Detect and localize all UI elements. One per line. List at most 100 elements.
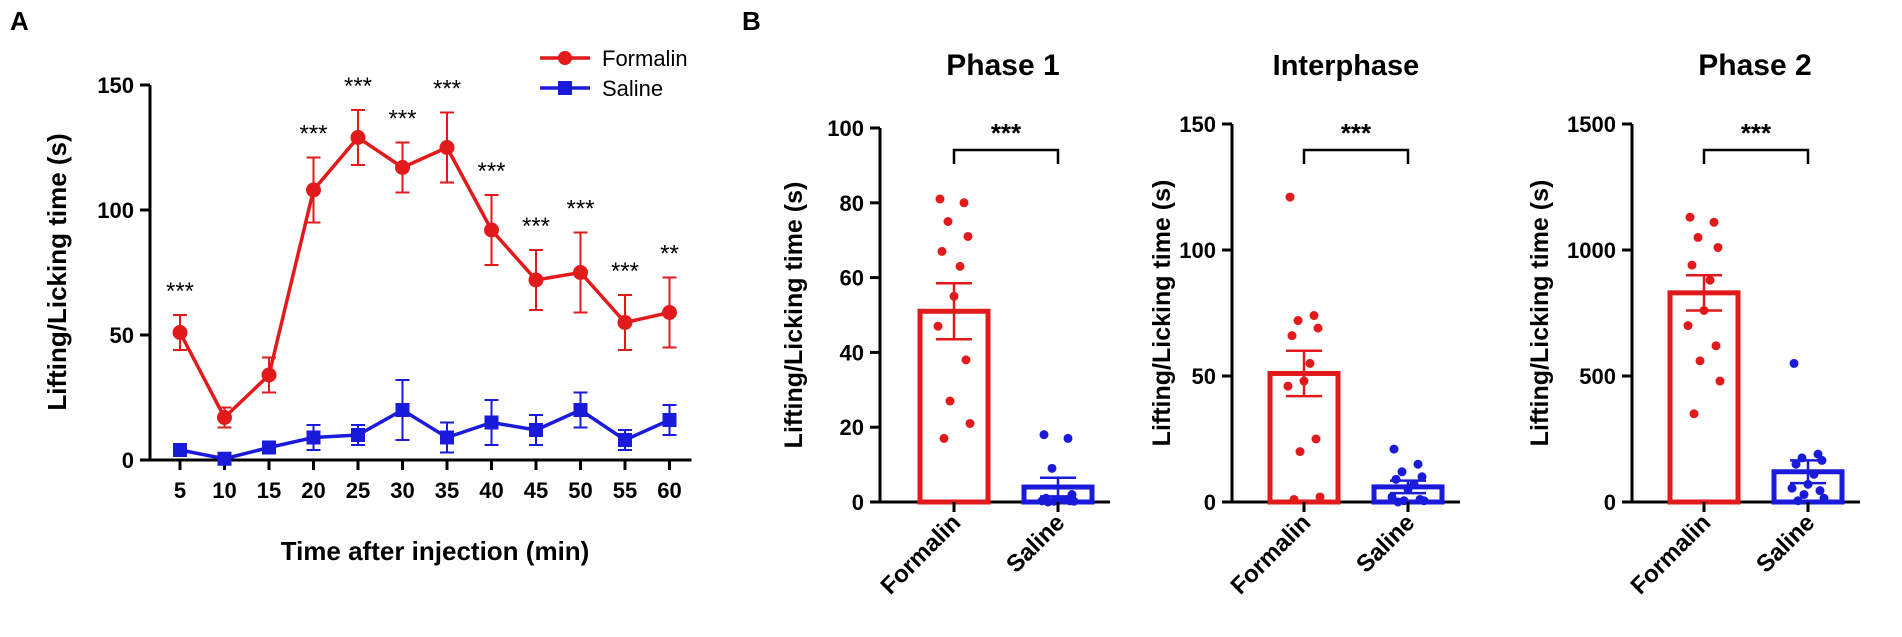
data-point-formalin: [1687, 260, 1697, 270]
panel-b-phase1-chart: 0 20 40 60 80 100 Phase 1 Lifting/Licking time …: [780, 49, 1110, 600]
data-point-formalin: [965, 418, 975, 428]
data-point-formalin: [395, 160, 410, 175]
data-point-formalin: [484, 222, 499, 238]
x-tick-label-saline: Saline: [1751, 509, 1820, 578]
y-tick-label: 60: [840, 266, 864, 291]
legend-label-formalin: Formalin: [602, 46, 688, 71]
data-point-saline: [440, 430, 454, 445]
panel-b-phase2-chart: 0 500 1000 1500 Phase 2 Lifting/Licking time …: [1526, 49, 1860, 600]
data-point-saline: [1809, 469, 1819, 479]
x-tick-label: 60: [657, 478, 681, 503]
data-point-formalin: [1685, 212, 1695, 222]
data-point-saline: [1789, 358, 1799, 368]
y-axis-label: Lifting/Licking time (s): [1148, 180, 1176, 447]
significance-label: ***: [1341, 118, 1372, 148]
y-axis-label: Lifting/Licking time (s): [780, 182, 808, 449]
chart-title: Phase 2: [1698, 49, 1811, 82]
y-tick-label: 100: [97, 198, 134, 223]
data-point-saline: [618, 433, 632, 447]
y-tick-label: 50: [110, 323, 134, 348]
y-tick-label: 500: [1579, 364, 1616, 389]
y-tick-label: 100: [827, 116, 864, 141]
data-point-formalin: [959, 198, 969, 208]
data-point-formalin: [439, 140, 455, 155]
data-point-saline: [1815, 486, 1825, 496]
x-tick-label-formalin: Formalin: [875, 509, 966, 600]
y-tick-label: 1500: [1567, 112, 1616, 137]
data-point-formalin: [1283, 381, 1293, 391]
y-tick-label: 0: [122, 448, 134, 473]
significance-bracket: [952, 148, 1060, 164]
legend-label-saline: Saline: [602, 76, 663, 101]
x-tick-label: 25: [346, 478, 370, 503]
x-tick-label-saline: Saline: [1001, 509, 1070, 578]
data-point-saline: [529, 423, 543, 437]
data-point-formalin: [1295, 447, 1305, 457]
chart-title: Interphase: [1273, 50, 1420, 82]
data-point-saline: [1817, 455, 1827, 465]
data-point-saline: [1799, 489, 1809, 499]
panel-label-a: A: [10, 6, 29, 36]
data-point-formalin: [1313, 323, 1323, 333]
x-axis-label: Time after injection (min): [281, 536, 590, 566]
x-tick-label-saline: Saline: [1351, 509, 1420, 578]
significance-label: ***: [611, 258, 639, 285]
data-point-saline: [1819, 493, 1829, 503]
significance-label: ***: [166, 278, 194, 305]
data-point-formalin: [1693, 232, 1703, 242]
panel-label-b: B: [742, 6, 761, 36]
significance-label: ***: [1741, 118, 1772, 148]
data-point-formalin: [1311, 434, 1321, 444]
data-point-saline: [1047, 463, 1057, 473]
data-point-saline: [306, 430, 321, 445]
data-point-formalin: [1305, 358, 1315, 368]
legend-marker: [558, 51, 572, 65]
y-tick-label: 40: [840, 340, 864, 365]
data-point-saline: [1039, 430, 1049, 440]
significance-bracket: [1302, 148, 1410, 164]
x-tick-label: 5: [174, 478, 186, 503]
data-point-saline: [1403, 484, 1413, 494]
x-tick-label: 15: [257, 478, 281, 503]
data-point-saline: [395, 403, 410, 417]
y-tick-label: 100: [1179, 238, 1216, 263]
y-tick-label: 80: [840, 191, 864, 216]
data-point-saline: [1791, 459, 1801, 469]
x-tick-label: 20: [301, 478, 325, 503]
data-point-saline: [262, 440, 276, 455]
data-point-saline: [1069, 496, 1079, 506]
data-point-formalin: [933, 321, 943, 331]
series-line-saline: [179, 407, 671, 461]
data-point-saline: [1393, 497, 1403, 507]
panel-b-interphase-chart: 0 50 100 150 Interphase Lifting/Licking time …: [1148, 50, 1460, 600]
data-point-saline: [1803, 479, 1813, 489]
data-point-saline: [1787, 483, 1797, 493]
x-tick-label: 30: [390, 478, 414, 503]
data-point-formalin: [1709, 217, 1719, 227]
data-point-saline: [173, 443, 187, 457]
data-point-saline: [1387, 492, 1397, 502]
x-tick-label: 45: [524, 478, 548, 503]
significance-label: ***: [991, 118, 1022, 148]
data-point-formalin: [1287, 331, 1297, 341]
x-tick-label: 10: [212, 478, 236, 503]
data-point-formalin: [617, 315, 633, 330]
data-point-formalin: [937, 246, 947, 256]
data-point-formalin: [172, 325, 188, 340]
data-point-saline: [1389, 444, 1399, 454]
panel-a-line-chart: 0 50 100 150 5 10 15 20 25 30 35 40 45 50 55 60 Time aft…: [42, 46, 692, 566]
y-axis-label: Lifting/Licking time (s): [42, 133, 72, 410]
x-tick-label: 55: [613, 478, 637, 503]
data-point-formalin: [963, 231, 973, 241]
data-point-formalin: [939, 433, 949, 443]
data-point-saline: [573, 403, 588, 417]
data-point-formalin: [1309, 311, 1319, 321]
legend-marker: [558, 81, 572, 95]
data-point-formalin: [943, 217, 953, 226]
data-point-formalin: [662, 305, 677, 320]
y-tick-label: 20: [840, 415, 864, 440]
significance-label: **: [660, 241, 679, 268]
y-tick-label: 1000: [1567, 238, 1616, 263]
data-point-formalin: [350, 130, 366, 145]
data-point-formalin: [1699, 305, 1709, 315]
